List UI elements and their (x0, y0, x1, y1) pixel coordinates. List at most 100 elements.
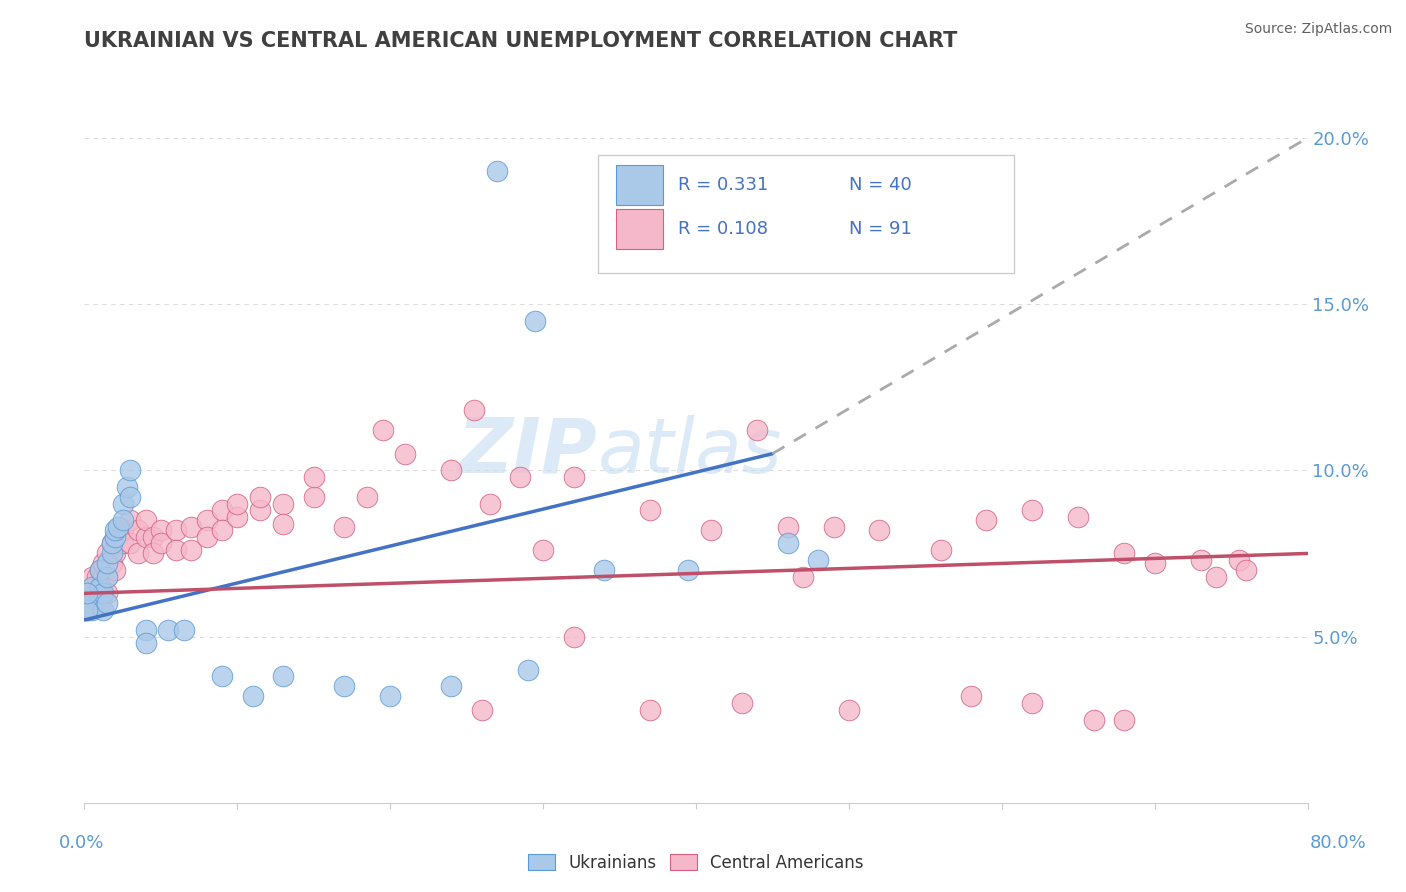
Point (142, 530, 165, 544)
Point (80, 580, 103, 594)
Text: atlas: atlas (598, 415, 783, 489)
Point (80, 596, 103, 610)
Point (104, 563, 127, 577)
Text: R = 0.331: R = 0.331 (678, 176, 768, 194)
Point (211, 523, 233, 537)
Point (271, 516, 294, 531)
Point (149, 536, 172, 550)
Point (107, 520, 129, 534)
FancyBboxPatch shape (616, 165, 664, 205)
Point (120, 513, 142, 527)
Point (471, 703, 494, 717)
Point (960, 690, 983, 704)
Point (226, 497, 249, 511)
Point (96, 557, 118, 571)
Point (638, 503, 661, 517)
Point (76, 603, 98, 617)
Text: 0.0%: 0.0% (59, 834, 104, 852)
Point (86, 570, 108, 584)
Point (80, 580, 103, 594)
Point (1067, 509, 1090, 524)
Point (195, 513, 218, 527)
Point (333, 520, 356, 534)
Point (869, 523, 891, 537)
Point (271, 497, 294, 511)
Point (101, 536, 124, 550)
Point (101, 536, 124, 550)
Point (356, 490, 378, 504)
Text: ZIP: ZIP (458, 415, 598, 489)
Point (509, 470, 531, 484)
Legend: Ukrainians, Central Americans: Ukrainians, Central Americans (522, 847, 870, 879)
Point (463, 403, 485, 417)
Point (1083, 713, 1105, 727)
Point (111, 513, 134, 527)
Point (180, 520, 202, 534)
Point (929, 543, 952, 558)
Point (127, 546, 149, 560)
Point (76, 586, 98, 600)
Point (115, 480, 138, 494)
Point (1021, 503, 1043, 517)
Point (1021, 696, 1043, 710)
Point (1143, 557, 1166, 571)
Point (195, 530, 218, 544)
Point (524, 314, 547, 328)
Point (380, 690, 402, 704)
Point (226, 509, 249, 524)
Point (838, 703, 860, 717)
Text: R = 0.108: R = 0.108 (678, 219, 768, 237)
Point (89, 563, 111, 577)
Point (80, 603, 103, 617)
Point (700, 523, 723, 537)
Point (86, 586, 108, 600)
Point (135, 513, 157, 527)
Point (486, 164, 509, 178)
Point (104, 546, 127, 560)
Point (111, 536, 134, 550)
Point (249, 490, 271, 504)
Point (111, 523, 134, 537)
Point (76, 590, 98, 604)
Point (823, 520, 845, 534)
Point (333, 680, 356, 694)
Point (394, 447, 416, 461)
Point (91, 586, 114, 600)
Point (638, 703, 661, 717)
Point (792, 570, 814, 584)
Point (807, 553, 830, 567)
Point (101, 557, 124, 571)
Point (173, 623, 195, 637)
Point (120, 490, 142, 504)
Point (302, 470, 325, 484)
Text: 80.0%: 80.0% (1310, 834, 1367, 852)
Point (127, 523, 149, 537)
Point (111, 497, 134, 511)
Point (747, 424, 769, 438)
Point (89, 580, 111, 594)
Point (96, 570, 118, 584)
Point (1114, 713, 1136, 727)
Point (242, 690, 264, 704)
Point (531, 543, 554, 558)
Point (440, 463, 463, 477)
Point (593, 563, 616, 577)
Point (142, 546, 165, 560)
Point (165, 543, 187, 558)
Point (104, 523, 127, 537)
Point (96, 546, 118, 560)
Point (76, 603, 98, 617)
Point (120, 463, 142, 477)
Point (89, 596, 111, 610)
Point (976, 513, 998, 527)
Point (76, 596, 98, 610)
Point (89, 590, 111, 604)
Point (96, 570, 118, 584)
Point (96, 586, 118, 600)
FancyBboxPatch shape (598, 155, 1014, 273)
Point (101, 546, 124, 560)
Point (165, 523, 187, 537)
Text: N = 40: N = 40 (849, 176, 911, 194)
Point (149, 523, 172, 537)
Point (91, 557, 114, 571)
